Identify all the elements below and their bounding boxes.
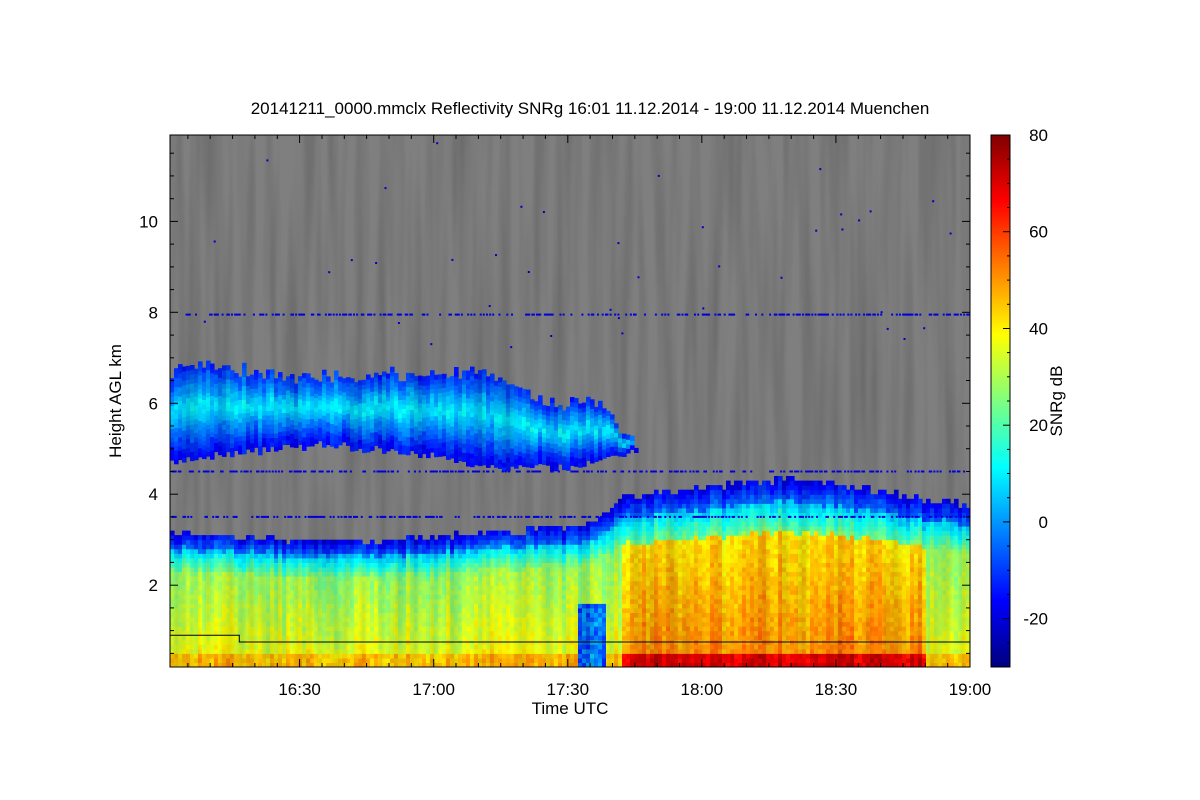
plot-area	[170, 135, 970, 667]
chart-title: 20141211_0000.mmclx Reflectivity SNRg 16…	[251, 99, 930, 118]
